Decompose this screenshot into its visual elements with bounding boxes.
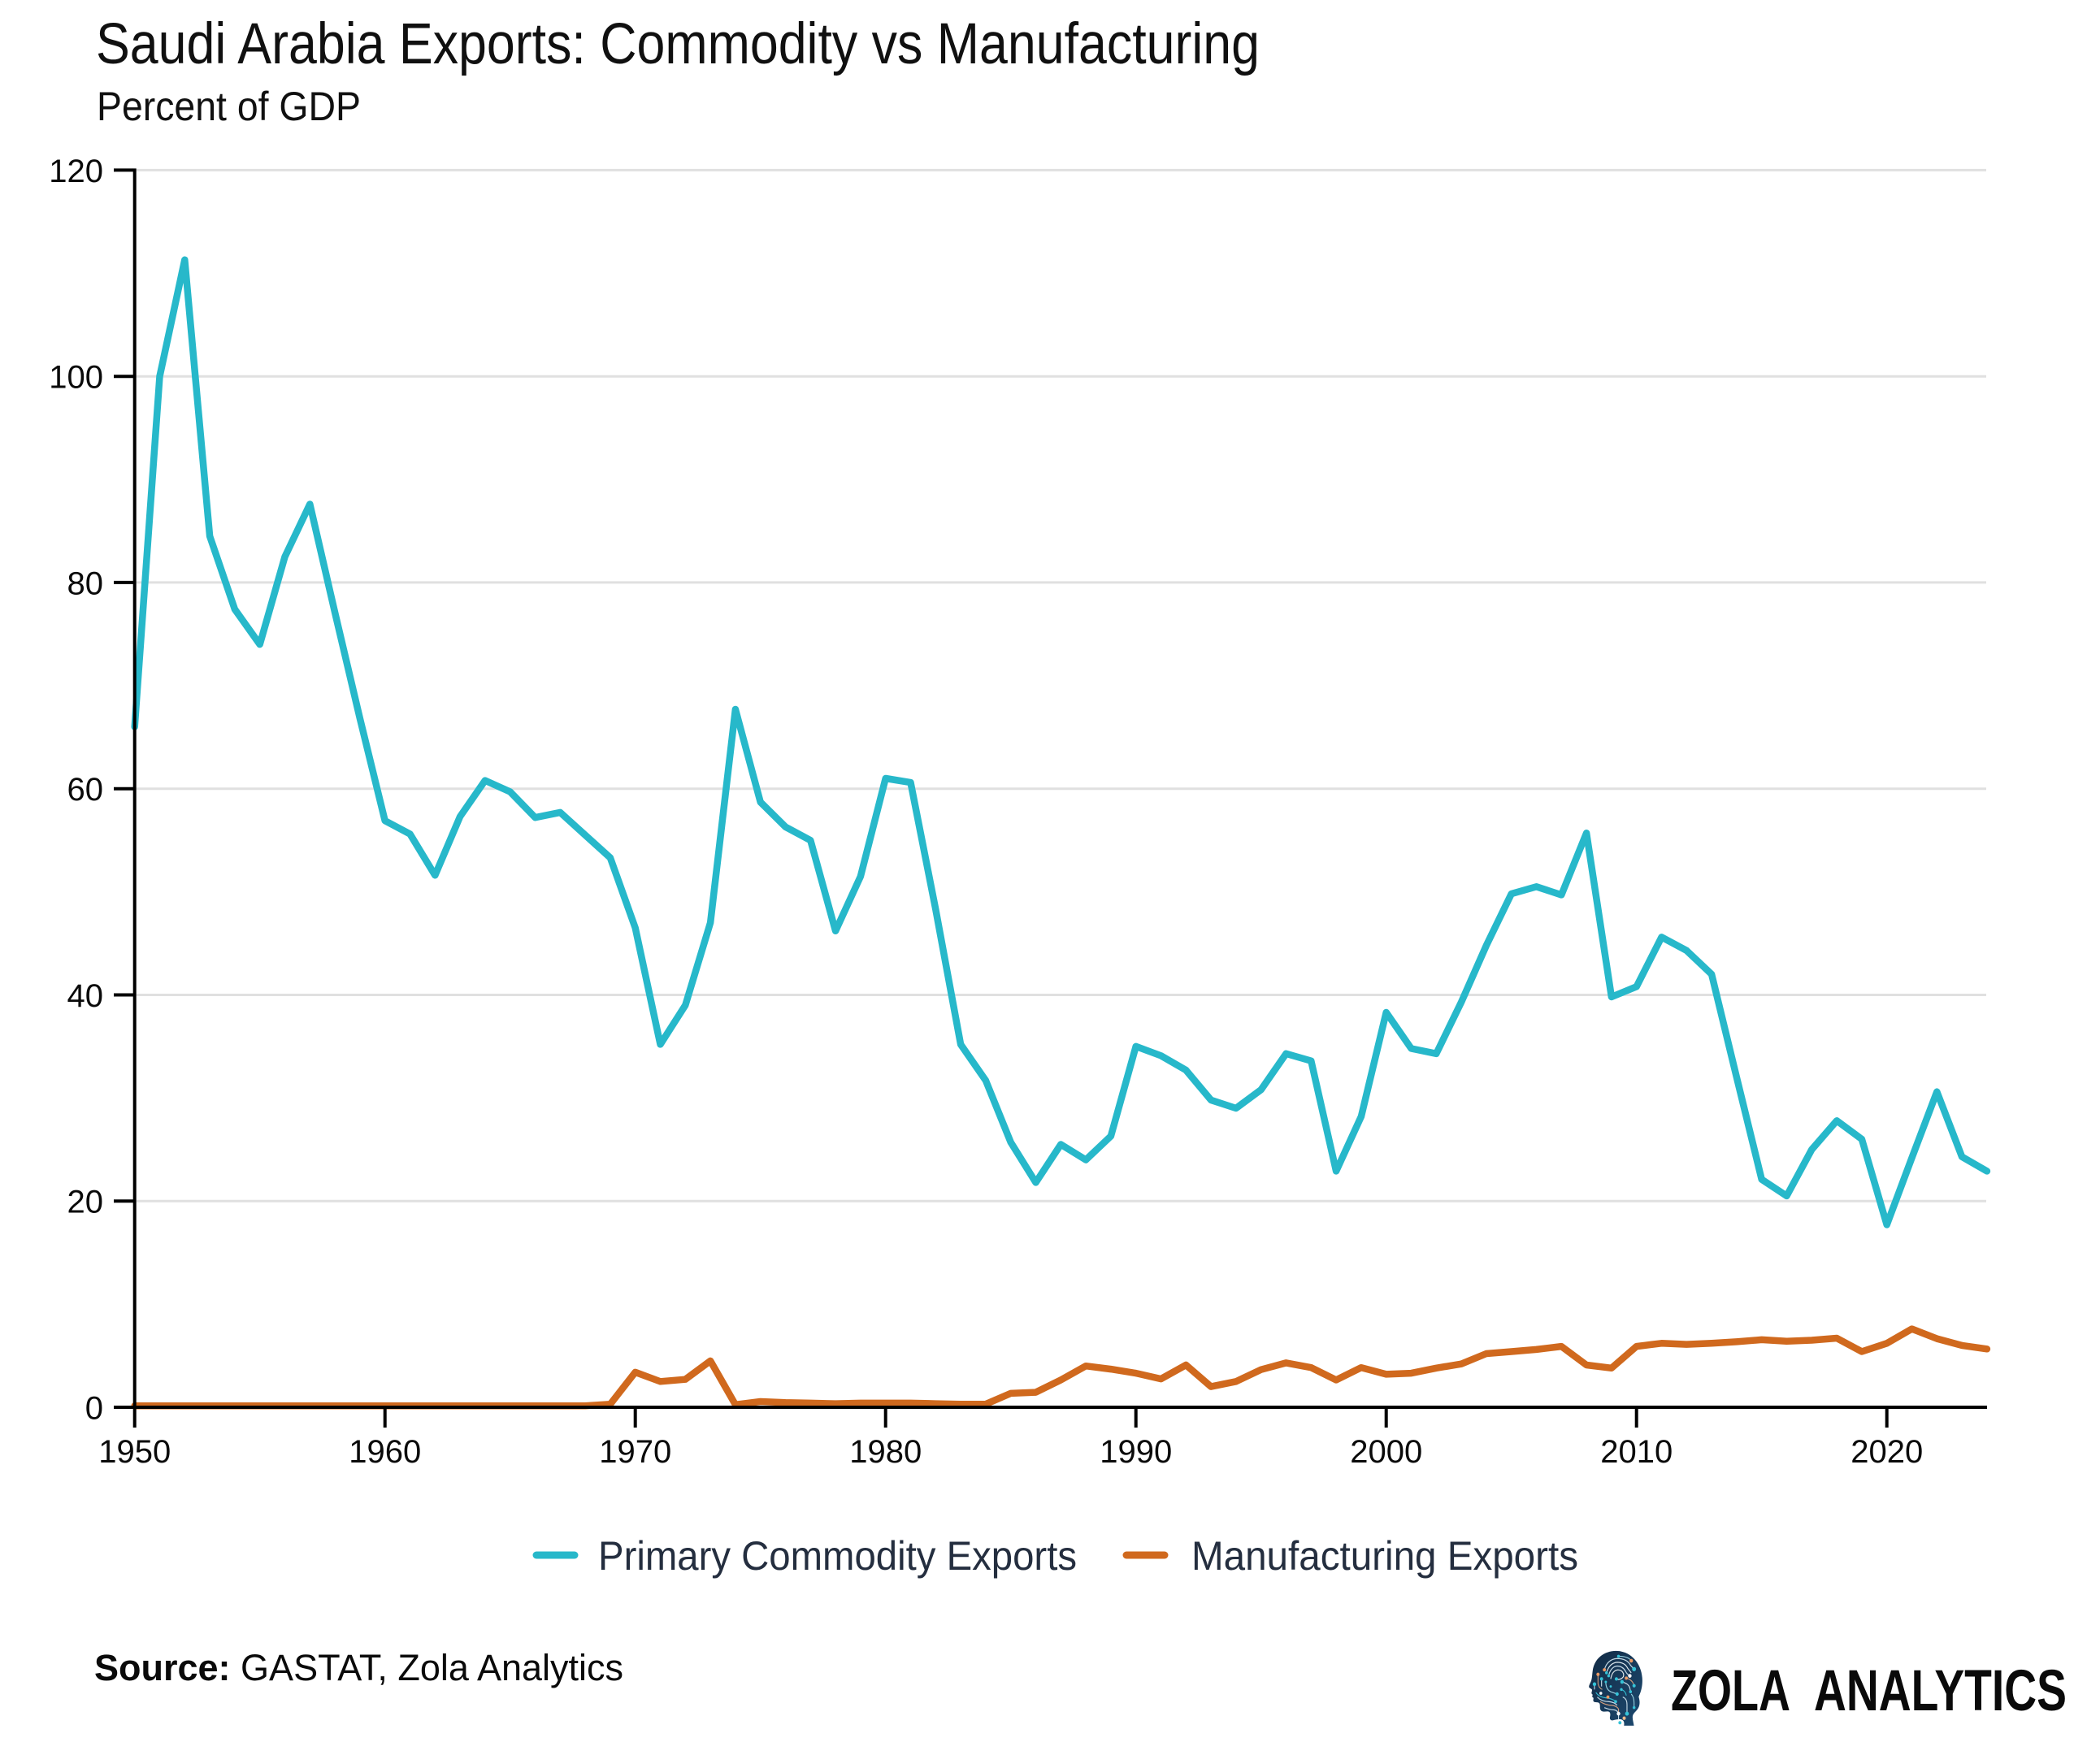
svg-text:Source: GASTAT, Zola Analytics: Source: GASTAT, Zola Analytics — [94, 1647, 623, 1688]
svg-text:2010: 2010 — [1600, 1434, 1673, 1470]
svg-text:40: 40 — [67, 978, 104, 1014]
svg-text:20: 20 — [67, 1185, 104, 1220]
svg-text:Saudi Arabia Exports: Commodit: Saudi Arabia Exports: Commodity vs Manuf… — [96, 12, 1260, 76]
svg-text:1980: 1980 — [849, 1434, 922, 1470]
svg-text:2020: 2020 — [1851, 1434, 1923, 1470]
svg-text:Primary Commodity Exports: Primary Commodity Exports — [598, 1533, 1077, 1579]
svg-text:1950: 1950 — [98, 1434, 171, 1470]
svg-text:0: 0 — [85, 1391, 103, 1427]
svg-text:ANALYTICS: ANALYTICS — [1814, 1659, 2067, 1723]
svg-text:60: 60 — [67, 772, 104, 808]
svg-text:80: 80 — [67, 566, 104, 601]
svg-text:100: 100 — [49, 360, 103, 396]
svg-text:Percent of GDP: Percent of GDP — [97, 84, 361, 129]
svg-text:ZOLA: ZOLA — [1671, 1659, 1790, 1723]
svg-text:Manufacturing Exports: Manufacturing Exports — [1191, 1533, 1578, 1579]
svg-text:1970: 1970 — [599, 1434, 671, 1470]
svg-text:2000: 2000 — [1350, 1434, 1422, 1470]
svg-text:1990: 1990 — [1100, 1434, 1172, 1470]
svg-text:120: 120 — [49, 154, 103, 189]
svg-text:1960: 1960 — [349, 1434, 421, 1470]
